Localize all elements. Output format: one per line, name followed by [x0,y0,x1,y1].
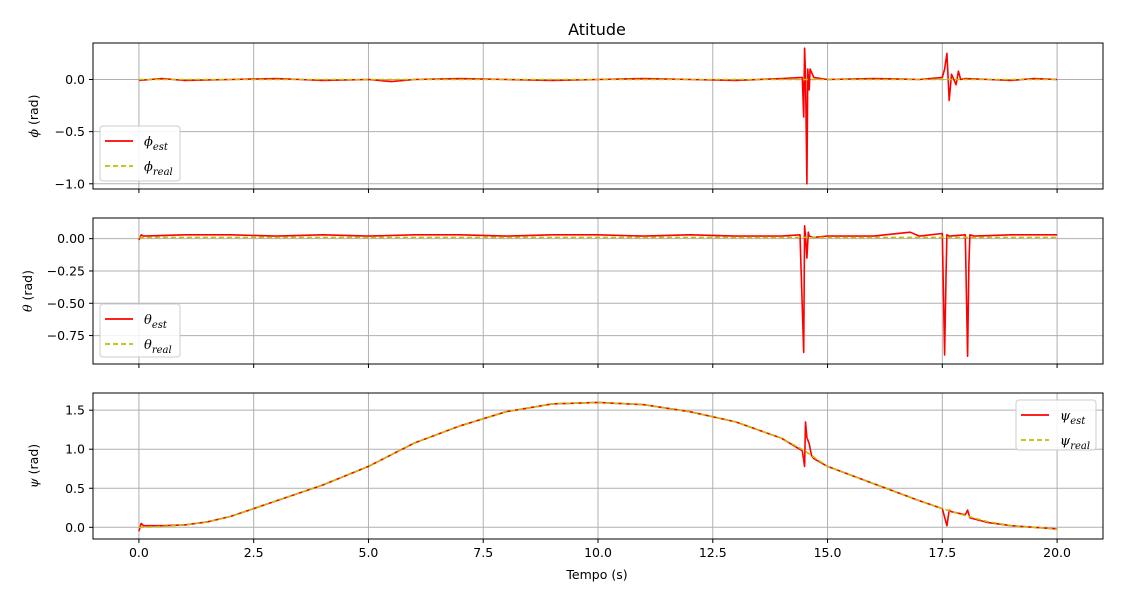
ytick-label-psi-3: 1.5 [65,403,85,418]
y-axis-symbol-phi: ϕ [26,129,41,138]
legend-psi: ψest ψreal [1015,399,1097,452]
y-axis-unit-psi: (rad) [26,444,41,478]
grid-psi [93,393,1103,539]
subplot-theta: 0.00 −0.25 −0.50 −0.75 θ (rad) θest θreal [20,217,1104,368]
y-axis-label-theta: θ (rad) [20,270,35,312]
grid-theta [93,218,1103,364]
legend-theta: θest θreal [99,303,181,358]
x-axis-label: Tempo (s) [565,567,627,582]
xtick-label-4: 10.0 [584,545,612,560]
legend-phi: ϕest ϕreal [99,125,181,182]
xtick-label-3: 7.5 [473,545,493,560]
legend-label-phi-est: ϕest [144,135,169,153]
y-axis-unit-phi: (rad) [26,95,41,129]
ytick-label-phi-0: 0.0 [65,72,85,87]
subplot-phi: 0.0 −0.5 −1.0 ϕ (rad) ϕest ϕreal [26,42,1104,193]
legend-label-psi-est: ψest [1060,409,1086,427]
series-theta-est [138,225,1058,358]
subplot-psi: 0.0 0.5 1.0 1.5 0.0 2.5 5.0 7.5 10.0 12.5 15.0 17.5… [26,392,1104,560]
xtick-label-5: 12.5 [699,545,727,560]
legend-label-theta-real: θreal [144,338,172,356]
xtick-label-0: 0.0 [129,545,149,560]
subplot-panels: 0.0 −0.5 −1.0 ϕ (rad) ϕest ϕreal 0.00 −0.25 −0.5… [20,42,1104,560]
legend-box-phi [99,125,181,182]
legend-box-psi [1015,399,1097,451]
xtick-label-2: 5.0 [359,545,379,560]
legend-label-psi-real: ψreal [1060,434,1090,452]
y-axis-label-psi: ψ (rad) [26,444,41,488]
y-axis-label-phi: ϕ (rad) [26,95,41,138]
series-psi-real [138,401,1058,530]
legend-label-phi-real: ϕreal [144,160,173,178]
series-phi-est [138,47,1058,185]
ytick-label-theta-0: 0.00 [57,231,85,246]
ytick-label-psi-0: 0.0 [65,520,85,535]
xtick-label-8: 20.0 [1043,545,1071,560]
ytick-label-theta-1: −0.25 [47,263,85,278]
ytick-label-psi-1: 0.5 [65,481,85,496]
xtick-label-1: 2.5 [244,545,264,560]
xtick-label-6: 15.0 [814,545,842,560]
ytick-label-phi-2: −1.0 [55,176,85,191]
ytick-label-phi-1: −0.5 [55,124,85,139]
ytick-label-psi-2: 1.0 [65,442,85,457]
y-axis-symbol-theta: θ [20,304,35,312]
xtick-label-7: 17.5 [928,545,956,560]
ytick-label-theta-3: −0.75 [47,328,85,343]
legend-label-theta-est: θest [144,313,168,331]
ytick-label-theta-2: −0.50 [47,296,85,311]
figure-title: Atitude [568,20,626,39]
grid-phi [93,43,1103,189]
y-axis-unit-theta: (rad) [20,270,35,304]
legend-box-theta [99,303,181,358]
y-axis-symbol-psi: ψ [26,478,41,488]
